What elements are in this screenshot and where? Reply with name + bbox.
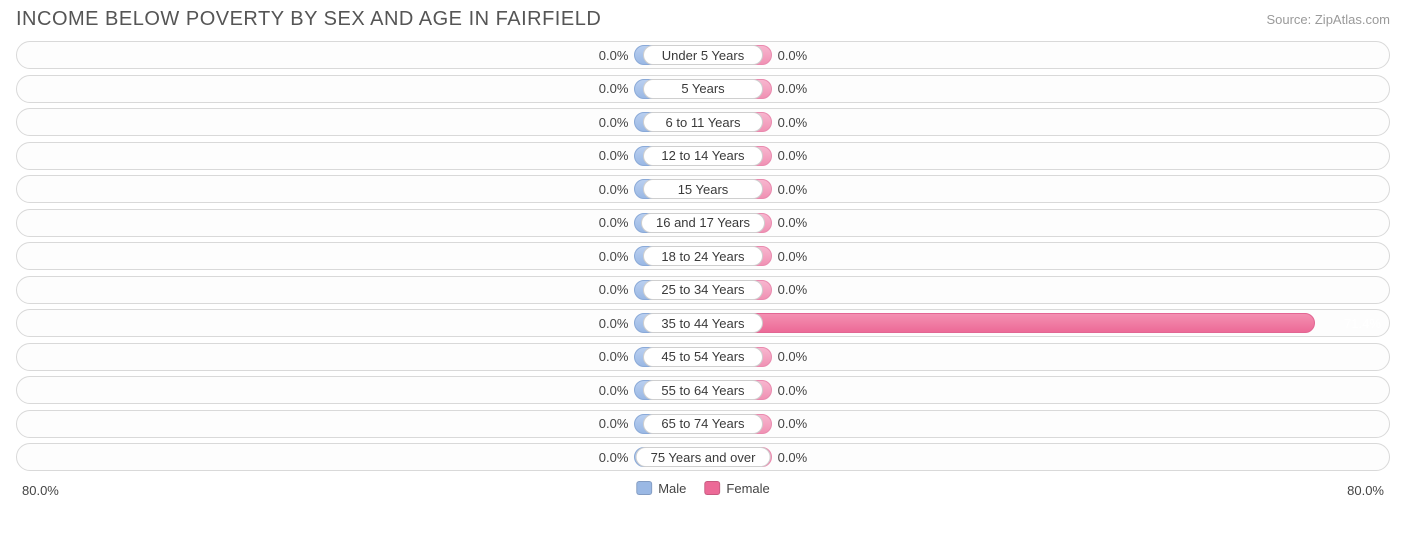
female-value-label: 0.0%: [778, 109, 808, 135]
chart-row: 0.0% 0.0% 15 Years: [16, 175, 1390, 203]
female-value-label: 0.0%: [778, 411, 808, 437]
chart-row: 0.0% 0.0% 18 to 24 Years: [16, 242, 1390, 270]
category-pill: 25 to 34 Years: [643, 280, 763, 300]
male-value-label: 0.0%: [599, 344, 629, 370]
female-bar: [703, 313, 1315, 333]
source-label: Source: ZipAtlas.com: [1266, 8, 1390, 27]
chart-footer: 80.0% Male Female 80.0%: [16, 477, 1390, 507]
axis-right-label: 80.0%: [1347, 483, 1384, 498]
axis-left-label: 80.0%: [22, 483, 59, 498]
legend-item-male: Male: [636, 481, 686, 496]
chart-row: 0.0% 0.0% 12 to 14 Years: [16, 142, 1390, 170]
category-pill: 45 to 54 Years: [643, 347, 763, 367]
legend-item-female: Female: [704, 481, 769, 496]
chart-row: 0.0% 71.4% 35 to 44 Years: [16, 309, 1390, 337]
female-value-label: 0.0%: [778, 176, 808, 202]
category-pill: 5 Years: [643, 79, 763, 99]
header: INCOME BELOW POVERTY BY SEX AND AGE IN F…: [0, 0, 1406, 35]
chart-row: 0.0% 0.0% 6 to 11 Years: [16, 108, 1390, 136]
category-pill: 16 and 17 Years: [641, 213, 765, 233]
female-value-label: 0.0%: [778, 377, 808, 403]
male-value-label: 0.0%: [599, 310, 629, 336]
male-value-label: 0.0%: [599, 243, 629, 269]
male-value-label: 0.0%: [599, 143, 629, 169]
male-value-label: 0.0%: [599, 377, 629, 403]
category-pill: 12 to 14 Years: [643, 146, 763, 166]
female-value-label: 0.0%: [778, 76, 808, 102]
male-value-label: 0.0%: [599, 210, 629, 236]
category-pill: 65 to 74 Years: [643, 414, 763, 434]
female-value-label: 0.0%: [778, 243, 808, 269]
female-swatch-icon: [704, 481, 720, 495]
male-value-label: 0.0%: [599, 444, 629, 470]
chart-row: 0.0% 0.0% Under 5 Years: [16, 41, 1390, 69]
male-value-label: 0.0%: [599, 42, 629, 68]
category-pill: 15 Years: [643, 179, 763, 199]
chart-area: 0.0%0.0%Under 5 Years0.0%0.0%5 Years0.0%…: [0, 35, 1406, 471]
female-value-label: 0.0%: [778, 143, 808, 169]
chart-container: INCOME BELOW POVERTY BY SEX AND AGE IN F…: [0, 0, 1406, 559]
male-value-label: 0.0%: [599, 76, 629, 102]
category-pill: 35 to 44 Years: [643, 313, 763, 333]
legend-female-label: Female: [726, 481, 769, 496]
chart-row: 0.0% 0.0% 55 to 64 Years: [16, 376, 1390, 404]
chart-row: 0.0% 0.0% 75 Years and over: [16, 443, 1390, 471]
legend-male-label: Male: [658, 481, 686, 496]
female-value-label: 0.0%: [778, 344, 808, 370]
chart-row: 0.0% 0.0% 5 Years: [16, 75, 1390, 103]
female-value-label: 0.0%: [778, 277, 808, 303]
category-pill: 18 to 24 Years: [643, 246, 763, 266]
female-value-label: 71.4%: [1344, 310, 1381, 336]
male-value-label: 0.0%: [599, 109, 629, 135]
chart-row: 0.0% 0.0% 16 and 17 Years: [16, 209, 1390, 237]
chart-row: 0.0% 0.0% 65 to 74 Years: [16, 410, 1390, 438]
female-value-label: 0.0%: [778, 444, 808, 470]
male-swatch-icon: [636, 481, 652, 495]
male-value-label: 0.0%: [599, 176, 629, 202]
category-pill: Under 5 Years: [643, 45, 763, 65]
female-value-label: 0.0%: [778, 42, 808, 68]
category-pill: 75 Years and over: [636, 447, 771, 467]
chart-row: 0.0% 0.0% 25 to 34 Years: [16, 276, 1390, 304]
legend: Male Female: [636, 481, 770, 496]
chart-row: 0.0% 0.0% 45 to 54 Years: [16, 343, 1390, 371]
male-value-label: 0.0%: [599, 411, 629, 437]
category-pill: 55 to 64 Years: [643, 380, 763, 400]
category-pill: 6 to 11 Years: [643, 112, 763, 132]
chart-title: INCOME BELOW POVERTY BY SEX AND AGE IN F…: [16, 8, 601, 31]
male-value-label: 0.0%: [599, 277, 629, 303]
female-value-label: 0.0%: [778, 210, 808, 236]
